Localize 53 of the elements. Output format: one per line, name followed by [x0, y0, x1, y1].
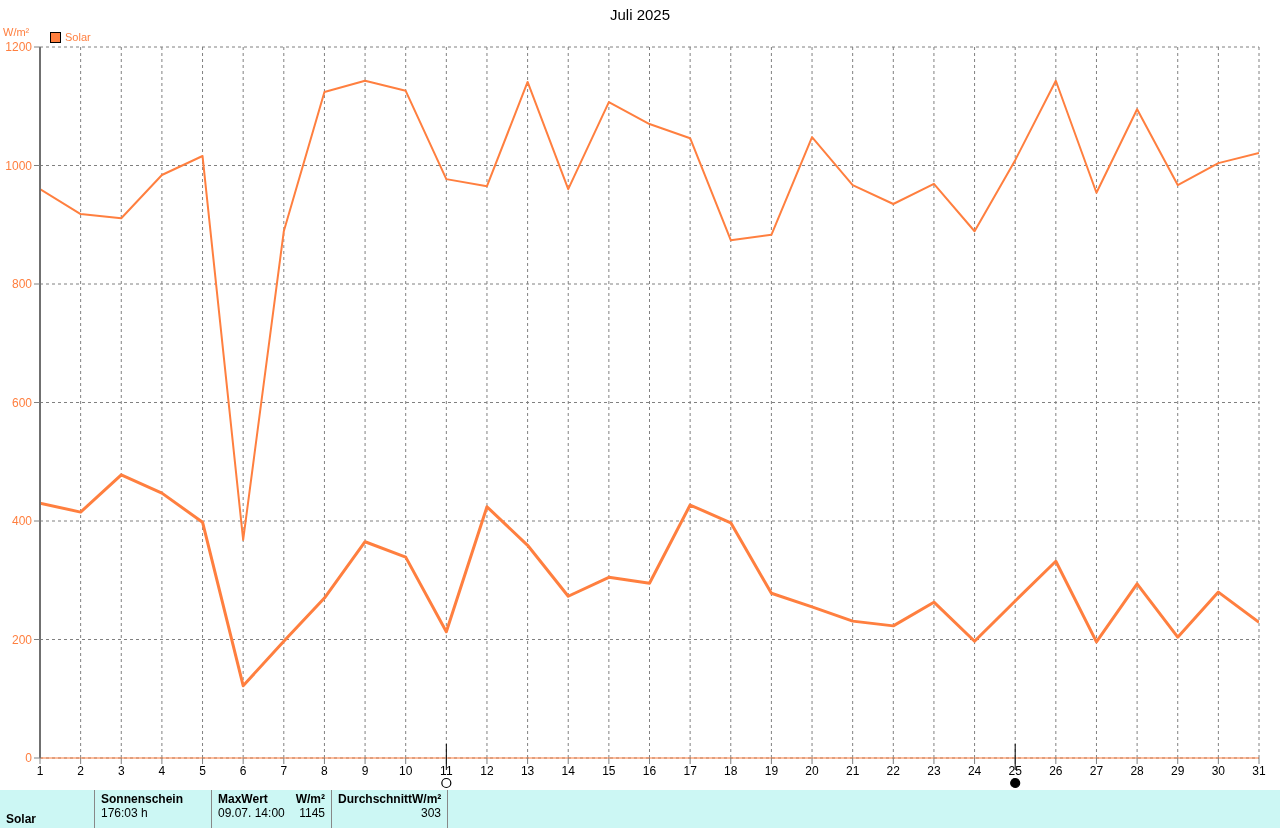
text: 176:03 h [101, 806, 149, 820]
line-series [40, 79, 1259, 541]
x-tick-label: 20 [805, 763, 820, 778]
x-tick-label: 2 [77, 763, 85, 778]
x-tick-label: 27 [1089, 763, 1104, 778]
line-series [40, 473, 1259, 688]
y-tick-label: 200 [11, 632, 33, 647]
y-tick-label: 1000 [5, 158, 33, 173]
text: MaxWert [218, 792, 268, 806]
x-tick-label: 22 [886, 763, 901, 778]
x-tick-label: 31 [1252, 763, 1266, 778]
y-tick-label: 800 [11, 277, 33, 292]
x-tick-label: 12 [480, 763, 494, 778]
x-tick-label: 5 [199, 763, 207, 778]
x-tick-label: 19 [764, 763, 779, 778]
x-tick-label: 6 [239, 763, 247, 778]
text: 1145 [299, 806, 325, 820]
text: W/m² [412, 792, 442, 806]
x-tick-label: 23 [927, 763, 941, 778]
x-tick-label: 17 [683, 763, 698, 778]
x-tick-label: 18 [724, 763, 738, 778]
x-tick-label: 8 [321, 763, 329, 778]
x-tick-label: 30 [1211, 763, 1226, 778]
x-tick-label: 14 [561, 763, 576, 778]
x-tick-label: 24 [967, 763, 982, 778]
x-tick-label: 10 [399, 763, 413, 778]
x-tick-label: 3 [117, 763, 125, 778]
y-tick-label: 400 [11, 514, 33, 529]
legend-label: Solar [64, 31, 91, 43]
x-tick-label: 13 [520, 763, 535, 778]
x-tick-label: 7 [280, 763, 288, 778]
x-tick-label: 15 [602, 763, 616, 778]
text: 303 [419, 806, 441, 820]
text: 09.07. 14:00 [218, 806, 285, 820]
x-tick-label: 29 [1171, 763, 1185, 778]
text: Solar [5, 811, 37, 828]
y-axis-title: W/m² [3, 26, 30, 38]
y-tick-label: 0 [25, 751, 33, 766]
x-tick-label: 26 [1049, 763, 1063, 778]
x-tick-label: 28 [1130, 763, 1145, 778]
x-tick-label: 21 [845, 763, 860, 778]
x-tick-label: 9 [361, 763, 369, 778]
y-tick-label: 1200 [5, 40, 33, 55]
text: Durchschnitt [338, 792, 413, 806]
y-tick-label: 600 [11, 395, 33, 410]
x-tick-label: 11 [440, 763, 453, 778]
chart-title: Juli 2025 [608, 6, 671, 23]
x-tick-label: 16 [642, 763, 657, 778]
text: W/m² [295, 792, 325, 806]
x-tick-label: 4 [158, 763, 166, 778]
x-tick-label: 1 [36, 763, 44, 778]
text: Sonnenschein [101, 792, 184, 806]
x-tick-label: 25 [1008, 763, 1023, 778]
